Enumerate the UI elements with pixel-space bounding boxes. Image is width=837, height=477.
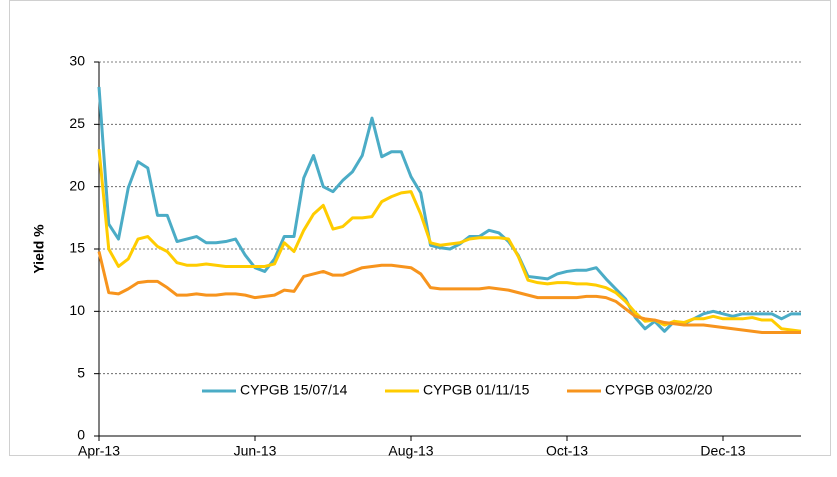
x-tick-label: Oct-13 [546,443,588,459]
x-tick-label: Aug-13 [388,443,433,459]
x-tick-label: Apr-13 [78,443,120,459]
legend-label: CYPGB 15/07/14 [240,382,348,398]
y-tick-label: 25 [69,115,85,131]
chart-frame [9,0,831,456]
y-axis-label: Yield % [31,224,47,274]
y-tick-label: 10 [69,302,85,318]
x-tick-label: Dec-13 [700,443,745,459]
data-line [97,149,802,333]
x-tick-label: Jun-13 [234,443,277,459]
data-line [97,251,801,335]
legend-label: CYPGB 03/02/20 [605,382,713,398]
y-tick-label: 20 [69,177,85,193]
legend-label: CYPGB 01/11/15 [423,382,530,398]
y-tick-label: 5 [77,364,85,380]
y-tick-label: 30 [69,53,85,69]
y-tick-label: 15 [69,240,85,256]
y-tick-label: 0 [77,427,85,443]
